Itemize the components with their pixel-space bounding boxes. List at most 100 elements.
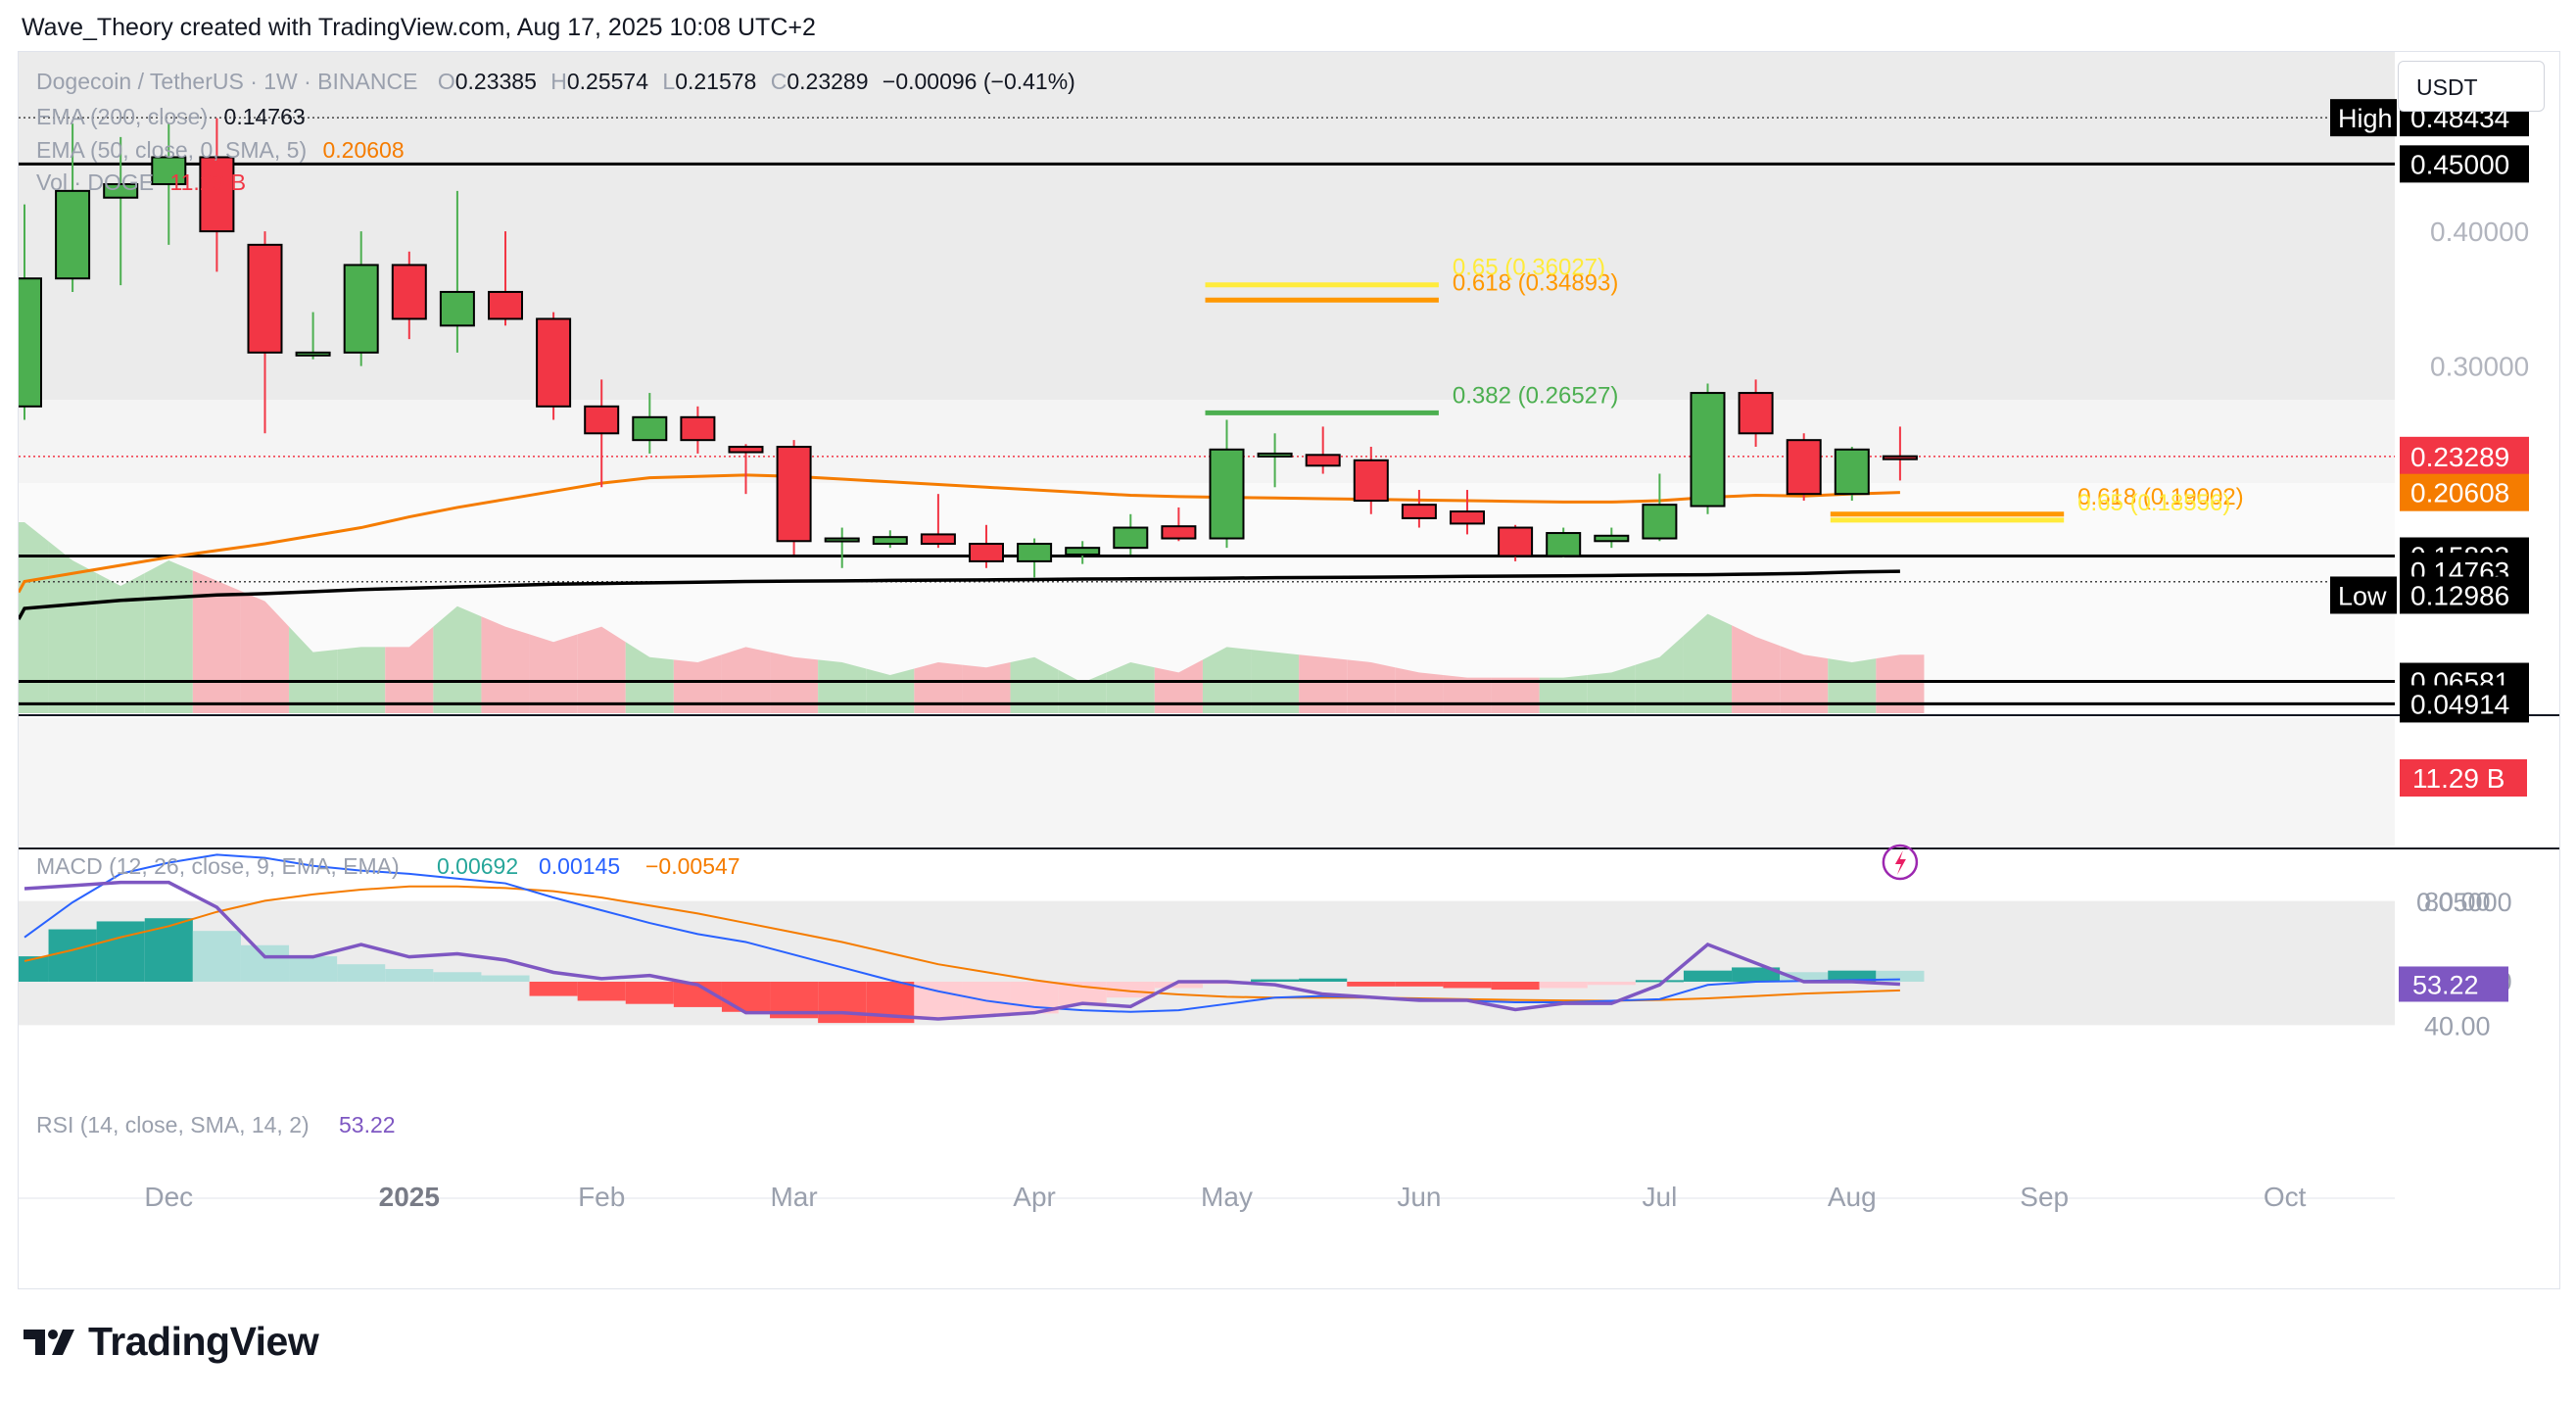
rsi-label: RSI (14, close, SMA, 14, 2) [36, 1112, 310, 1137]
legend-volume: Vol · DOGE 11.29 B [36, 169, 246, 196]
macd-histogram-bar [721, 982, 771, 1012]
macd-histogram-bar [289, 956, 338, 982]
volume-bar [1780, 646, 1829, 713]
macd-histogram-bar [1635, 980, 1684, 983]
candle-body [920, 533, 956, 546]
ema50-line [19, 473, 1900, 594]
price-tag-prefix: Low [2338, 581, 2387, 610]
candle-body [872, 536, 908, 546]
legend-l-value: 0.21578 [675, 69, 757, 94]
legend-o-label: O [437, 69, 455, 94]
volume-bar [962, 662, 1011, 713]
rsi-value-tag-bg [2399, 966, 2508, 1002]
macd-histogram-bar [818, 982, 867, 1024]
candle-body [728, 446, 764, 454]
candle-body [1113, 526, 1149, 550]
legend-ema50-label: EMA (50, close, 0, SMA, 5) [36, 137, 308, 163]
volume-bar [529, 634, 578, 713]
time-axis-label: Apr [1013, 1182, 1056, 1212]
macd-histogram-bar [529, 982, 578, 996]
volume-bar [1683, 613, 1733, 713]
candle-body [536, 317, 572, 408]
legend-ema200-value: 0.14763 [223, 104, 306, 129]
legend-l-label: L [662, 69, 676, 94]
candle-body [1450, 510, 1485, 525]
candle-body [1546, 532, 1582, 557]
macd-histogram-bar [385, 969, 434, 982]
tradingview-logo-text: TradingView [88, 1319, 319, 1364]
macd-histogram-bar [1828, 970, 1877, 982]
candle-body [1017, 543, 1053, 562]
time-axis-label: Dec [144, 1182, 193, 1212]
price-tag-prefix: High [2338, 104, 2393, 133]
currency-button[interactable]: USDT [2398, 61, 2545, 112]
macd-histogram-bar [1299, 978, 1348, 982]
macd-histogram-bar [1395, 982, 1444, 987]
macd-histogram-bar [625, 982, 674, 1004]
price-tag-prefix-bg [2330, 576, 2397, 614]
macd-histogram-bar [577, 982, 626, 1001]
volume-bar [914, 662, 963, 713]
chart-frame[interactable]: 0.382 (0.26527) 0.618 (0.34893) 0.65 (0.36… [18, 51, 2560, 1289]
candle-body [1498, 526, 1534, 557]
macd-histogram-bar [1251, 979, 1300, 982]
candle-body [1065, 547, 1101, 556]
volume-bar [385, 626, 434, 713]
volume-bar [433, 605, 482, 713]
volume-tag-bg [2400, 759, 2527, 797]
time-axis-label: Oct [2264, 1182, 2307, 1212]
candle-body [1834, 448, 1870, 496]
volume-bar [1828, 658, 1877, 713]
macd-histogram-bar [19, 956, 49, 982]
candle-body [1305, 454, 1341, 467]
volume-bar [1635, 635, 1684, 713]
legend-ohlc: Dogecoin / TetherUS · 1W · BINANCE O0.23… [36, 69, 1075, 95]
macd-histogram-bar [1154, 982, 1203, 989]
candle-body [1882, 455, 1918, 460]
legend-ema200-label: EMA (200, close) [36, 104, 209, 129]
price-tag-text: 0.20608 [2410, 478, 2509, 508]
volume-bar [1299, 654, 1348, 713]
macd-histogram-bar [337, 964, 386, 982]
macd-hist-value: 0.00692 [437, 853, 518, 879]
fib-level-label: 0.65 (0.18556) [2077, 490, 2230, 516]
price-tag-bg [2400, 473, 2529, 511]
legend-ema50-value: 0.20608 [322, 137, 405, 163]
volume-bar [19, 522, 49, 713]
macd-signal-value: −0.00547 [645, 853, 740, 879]
volume-bar [192, 570, 241, 713]
macd-histogram-bar [1876, 970, 1925, 982]
candle-body [295, 351, 331, 357]
time-axis-label: Feb [578, 1182, 625, 1212]
macd-histogram-bar [1683, 970, 1733, 982]
volume-bar [48, 541, 97, 713]
candle-body [151, 156, 187, 185]
volume-bar [673, 654, 722, 713]
legend-change: −0.00096 (−0.41%) [882, 69, 1075, 94]
candle-body [391, 264, 427, 320]
candle-body [199, 156, 235, 233]
macd-histogram-bar [1539, 982, 1588, 989]
candle-body [1786, 439, 1822, 496]
candle-body [584, 405, 620, 435]
price-axis-tick-label: 0.40000 [2430, 217, 2529, 247]
flash-icon[interactable] [1882, 844, 1919, 881]
legend-ema200: EMA (200, close) 0.14763 [36, 104, 306, 130]
tradingview-logo[interactable]: TradingView [24, 1319, 319, 1365]
legend-h-value: 0.25574 [566, 69, 649, 94]
volume-bar [577, 626, 626, 713]
main-pane-bg-upper [19, 52, 2395, 400]
candle-body [488, 290, 523, 320]
macd-histogram-bar [192, 931, 241, 982]
price-tag-text: 0.12986 [2410, 580, 2509, 610]
tradingview-logo-icon [24, 1329, 74, 1355]
chart-canvas[interactable]: 0.382 (0.26527) 0.618 (0.34893)0.65 (0.36… [19, 52, 2559, 1288]
fib-level-label: 0.618 (0.19002) [2077, 484, 2243, 510]
macd-histogram-bar [240, 944, 290, 982]
legend-c-value: 0.23289 [787, 69, 869, 94]
macd-histogram-bar [1780, 972, 1829, 982]
candle-body [247, 243, 283, 354]
fib-level-label: 0.65 (0.36027) [1453, 255, 1605, 281]
macd-histogram-bar [481, 975, 530, 982]
volume-bar [144, 560, 193, 713]
